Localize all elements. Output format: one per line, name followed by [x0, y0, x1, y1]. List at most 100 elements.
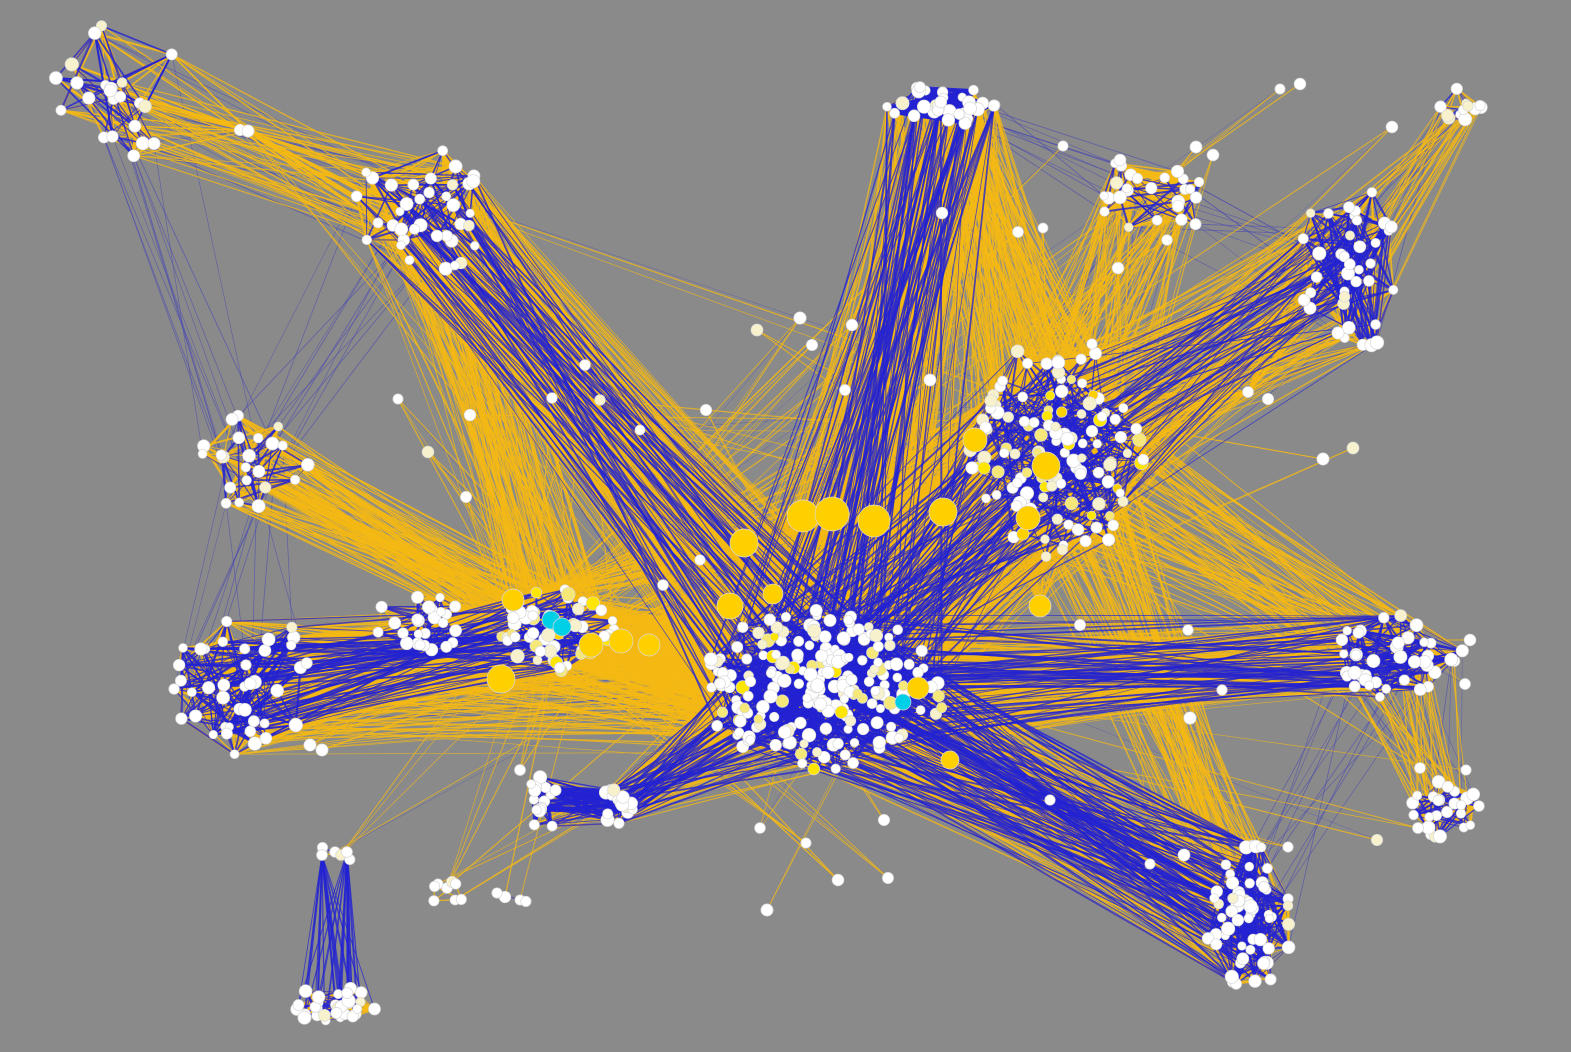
graph-node[interactable] [1419, 637, 1429, 647]
graph-node[interactable] [1237, 941, 1247, 951]
graph-node[interactable] [716, 592, 744, 620]
graph-node[interactable] [1345, 230, 1355, 241]
graph-node[interactable] [857, 504, 891, 538]
graph-node[interactable] [1050, 421, 1061, 432]
graph-node[interactable] [1450, 82, 1463, 95]
graph-node[interactable] [1041, 410, 1053, 422]
graph-node[interactable] [172, 658, 186, 672]
graph-node[interactable] [775, 655, 790, 670]
graph-node[interactable] [1082, 396, 1097, 411]
graph-node[interactable] [1019, 486, 1035, 501]
graph-node[interactable] [1077, 378, 1088, 389]
graph-node[interactable] [1424, 812, 1435, 822]
graph-node[interactable] [1055, 478, 1067, 489]
graph-node[interactable] [1131, 172, 1143, 184]
graph-node[interactable] [1015, 505, 1041, 531]
graph-node[interactable] [737, 621, 749, 633]
graph-node[interactable] [1348, 680, 1361, 693]
graph-node[interactable] [786, 499, 820, 533]
graph-node[interactable] [1045, 390, 1056, 401]
graph-node[interactable] [384, 178, 398, 192]
graph-node[interactable] [953, 108, 965, 120]
graph-node[interactable] [486, 664, 516, 694]
graph-node[interactable] [422, 600, 436, 614]
graph-node[interactable] [411, 613, 424, 626]
graph-node[interactable] [247, 736, 262, 751]
graph-node[interactable] [1346, 441, 1360, 455]
graph-node[interactable] [298, 984, 313, 998]
graph-node[interactable] [1258, 881, 1270, 893]
graph-node[interactable] [1393, 649, 1408, 664]
graph-node[interactable] [872, 735, 886, 750]
graph-node[interactable] [238, 702, 252, 717]
graph-node[interactable] [802, 693, 812, 703]
graph-node[interactable] [1343, 258, 1356, 271]
graph-node[interactable] [531, 804, 542, 816]
graph-node[interactable] [794, 716, 807, 730]
graph-node[interactable] [1209, 893, 1220, 904]
graph-node[interactable] [147, 137, 161, 151]
graph-node[interactable] [1353, 240, 1367, 254]
graph-node[interactable] [797, 758, 808, 769]
graph-node[interactable] [532, 655, 543, 666]
graph-node[interactable] [763, 613, 776, 626]
graph-node[interactable] [807, 623, 822, 638]
graph-node[interactable] [1046, 480, 1058, 492]
graph-node[interactable] [872, 641, 884, 652]
graph-node[interactable] [1066, 374, 1076, 384]
graph-node[interactable] [1351, 215, 1363, 226]
graph-node[interactable] [962, 427, 988, 453]
graph-node[interactable] [189, 709, 203, 723]
graph-node[interactable] [1407, 655, 1422, 669]
graph-node[interactable] [769, 738, 782, 752]
graph-node[interactable] [754, 822, 766, 834]
graph-node[interactable] [303, 738, 317, 752]
graph-node[interactable] [1352, 626, 1365, 639]
graph-node[interactable] [1323, 208, 1334, 219]
graph-node[interactable] [756, 700, 770, 714]
graph-node[interactable] [815, 649, 828, 663]
graph-node[interactable] [940, 750, 960, 770]
graph-node[interactable] [394, 222, 409, 237]
graph-node[interactable] [333, 989, 344, 1000]
graph-node[interactable] [220, 727, 233, 740]
graph-node[interactable] [411, 590, 424, 604]
graph-node[interactable] [1144, 858, 1156, 870]
graph-node[interactable] [1092, 497, 1106, 511]
graph-node[interactable] [866, 698, 878, 709]
graph-node[interactable] [64, 57, 79, 72]
graph-node[interactable] [1151, 214, 1163, 226]
graph-node[interactable] [1388, 284, 1399, 295]
graph-node[interactable] [793, 678, 805, 689]
graph-node[interactable] [870, 686, 881, 696]
graph-node[interactable] [216, 690, 230, 705]
graph-node[interactable] [530, 586, 543, 599]
graph-node[interactable] [1261, 392, 1275, 406]
graph-node[interactable] [449, 624, 462, 637]
graph-node[interactable] [1171, 199, 1185, 213]
graph-node[interactable] [935, 206, 949, 220]
graph-node[interactable] [446, 198, 461, 212]
graph-node[interactable] [247, 715, 260, 728]
graph-node[interactable] [197, 449, 208, 459]
graph-node[interactable] [1369, 335, 1385, 350]
graph-node[interactable] [886, 721, 897, 732]
graph-node[interactable] [1394, 609, 1408, 622]
graph-node[interactable] [1305, 208, 1316, 218]
graph-node[interactable] [259, 718, 270, 729]
graph-node[interactable] [277, 440, 288, 451]
graph-node[interactable] [1350, 275, 1362, 288]
graph-node[interactable] [546, 392, 558, 404]
graph-node[interactable] [844, 652, 854, 662]
graph-node[interactable] [1037, 222, 1049, 234]
graph-node[interactable] [1370, 319, 1381, 330]
graph-node[interactable] [103, 83, 117, 98]
graph-node[interactable] [361, 234, 372, 246]
graph-node[interactable] [463, 408, 477, 422]
graph-node[interactable] [318, 1009, 331, 1022]
graph-node[interactable] [1244, 861, 1255, 872]
graph-node[interactable] [805, 338, 819, 352]
graph-node[interactable] [734, 727, 745, 738]
graph-node[interactable] [1056, 406, 1068, 418]
graph-node[interactable] [958, 116, 972, 130]
